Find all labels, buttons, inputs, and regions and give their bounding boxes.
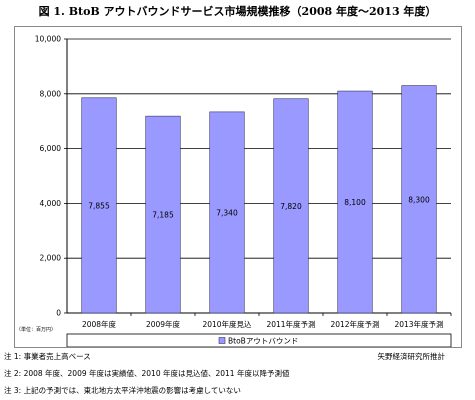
legend-swatch xyxy=(218,337,226,344)
bar xyxy=(209,111,245,314)
y-tick-label: 0 xyxy=(56,309,61,318)
data-label: 8,300 xyxy=(408,195,430,204)
unit-label: （単位：百万円） xyxy=(16,327,57,333)
data-label: 8,100 xyxy=(344,198,366,207)
note-1: 注 1: 事業者売上高ベース xyxy=(4,352,91,361)
bar xyxy=(145,115,181,314)
x-tick-label: 2013年度予測 xyxy=(394,319,443,329)
x-tick-label: 2008年度 xyxy=(82,319,117,329)
legend-box xyxy=(66,333,452,347)
y-tick-label: 2,000 xyxy=(40,254,62,263)
y-tick-label: 4,000 xyxy=(40,199,62,208)
legend-label: BtoBアウトバウンド xyxy=(228,337,298,346)
note-3: 注 3: 上記の予測では、東北地方太平洋沖地震の影響は考慮していない xyxy=(4,386,241,395)
bar-chart: 0 2,000 4,000 6,000 8,000 10,000 7,855 7,185 7,3… xyxy=(35,35,452,347)
y-tick-label: 6,000 xyxy=(40,144,62,153)
data-label: 7,820 xyxy=(280,202,302,211)
data-label: 7,185 xyxy=(152,211,174,220)
bar xyxy=(337,90,373,314)
bar xyxy=(401,85,437,314)
x-tick-label: 2010年度見込 xyxy=(202,319,252,329)
x-tick-label: 2009年度 xyxy=(146,319,181,329)
chart-area: 0 2,000 4,000 6,000 8,000 10,000 7,855 7,185 7,3… xyxy=(14,26,462,348)
x-tick-label: 2012年度予測 xyxy=(330,319,379,329)
bar xyxy=(81,97,117,314)
chart-title: 図 1. BtoB アウトバウンドサービス市場規模推移（2008 年度～2013… xyxy=(38,5,437,18)
x-tick-label: 2011年度予測 xyxy=(266,319,315,329)
note-2: 注 2: 2008 年度、2009 年度は実績値、2010 年度は見込値、201… xyxy=(4,369,290,378)
source-label: 矢野経済研究所推計 xyxy=(377,352,446,361)
data-label: 7,855 xyxy=(88,201,110,210)
y-tick-label: 8,000 xyxy=(40,89,62,98)
data-label: 7,340 xyxy=(216,208,238,217)
y-tick-label: 10,000 xyxy=(35,35,61,44)
bar xyxy=(273,98,309,314)
